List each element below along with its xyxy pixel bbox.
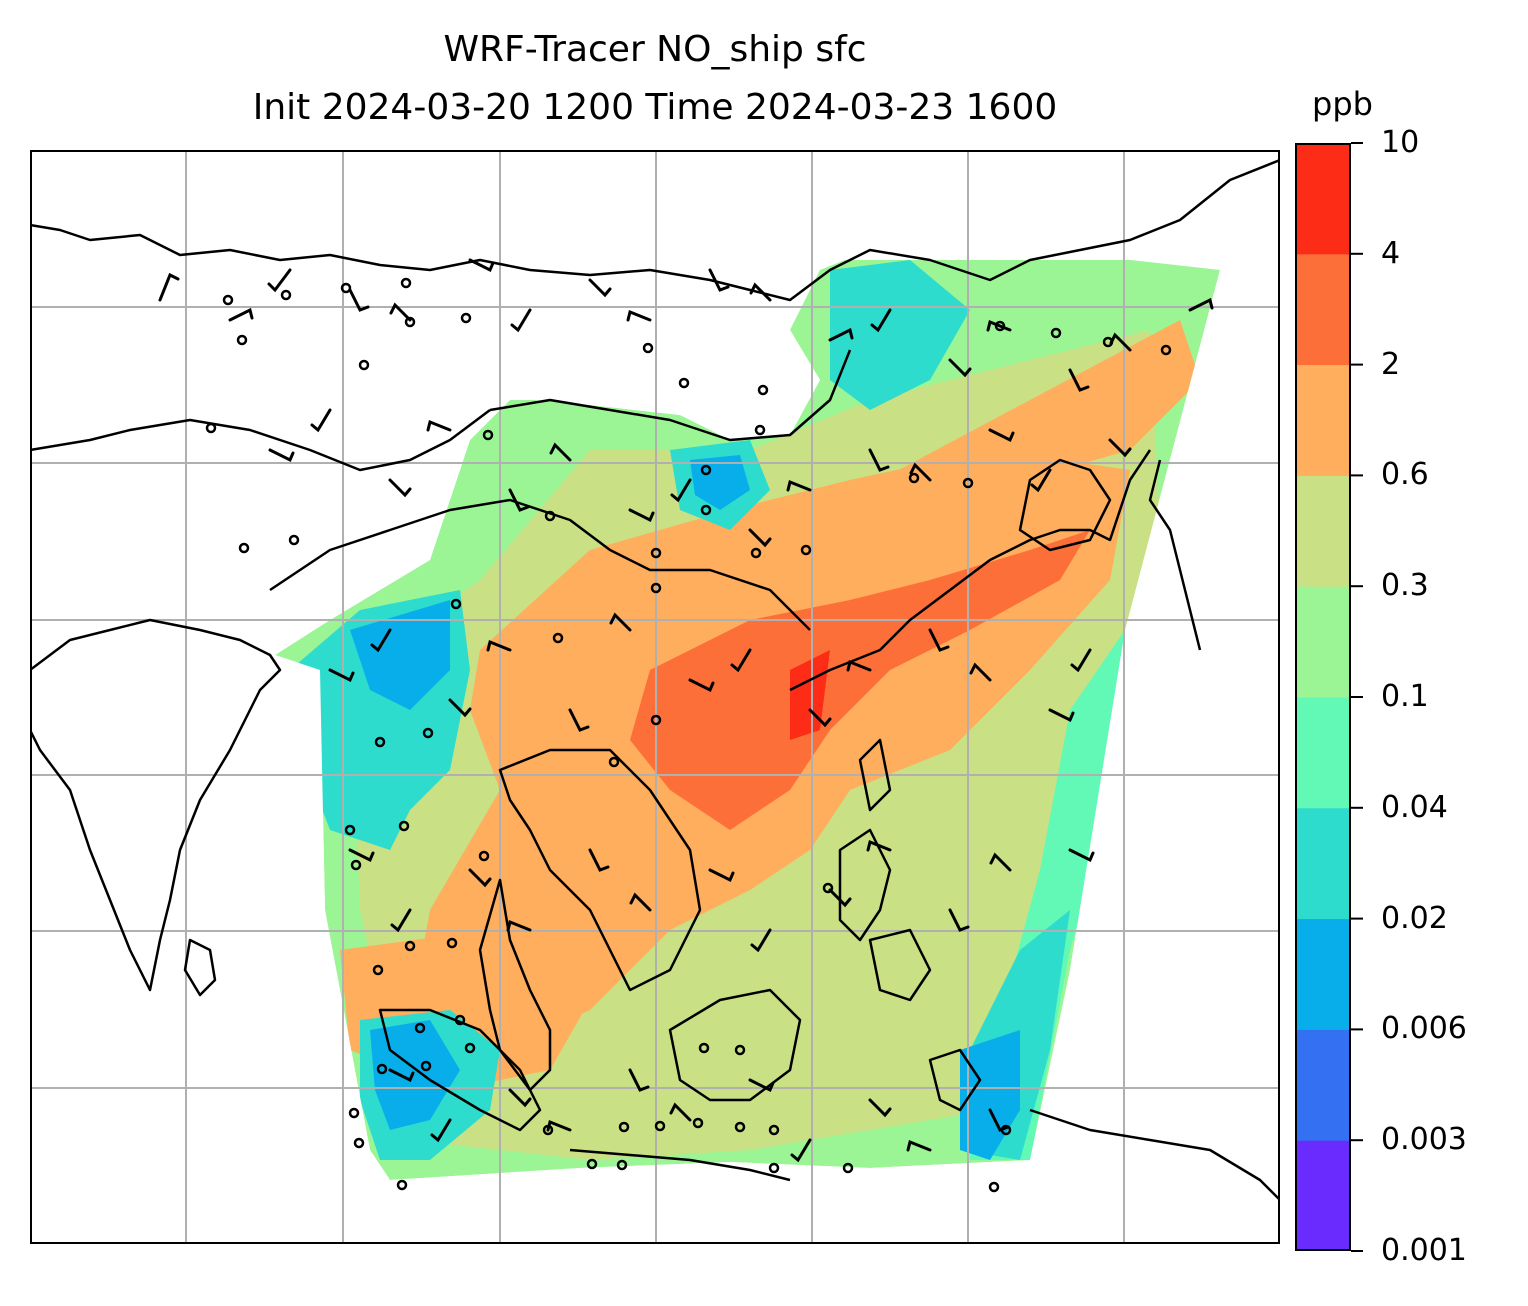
colorbar-segment [1295, 807, 1351, 920]
colorbar-segment [1295, 143, 1351, 255]
map-border [30, 150, 1280, 1244]
colorbar-tick-label: 0.006 [1381, 1011, 1467, 1047]
colorbar-segment [1295, 364, 1351, 476]
colorbar-segment [1295, 586, 1351, 698]
colorbar-segment [1295, 253, 1351, 366]
colorbar-border [1295, 143, 1351, 1251]
colorbar-segment [1295, 1140, 1351, 1251]
colorbar-tick-label: 0.001 [1381, 1233, 1467, 1268]
colorbar [1295, 143, 1351, 1251]
plot-title-line-1: WRF-Tracer NO_ship sfc [443, 29, 867, 70]
colorbar-tick-label: 0.6 [1381, 457, 1429, 493]
colorbar-tick-label: 4 [1381, 235, 1401, 271]
colorbar-tick-label: 0.3 [1381, 568, 1429, 604]
colorbar-segment [1295, 1029, 1351, 1141]
colorbar-tick-label: 0.003 [1381, 1122, 1467, 1158]
colorbar-tick-label: 10 [1381, 125, 1420, 160]
colorbar-tick-label: 0.1 [1381, 679, 1429, 714]
coastlines [30, 158, 1280, 1201]
map-panel [30, 150, 1280, 1244]
colorbar-segment [1295, 475, 1351, 587]
wind-barbs [158, 258, 1214, 1163]
colorbar-ticks [1351, 142, 1363, 1252]
colorbar-tick-label: 2 [1381, 346, 1401, 382]
colorbar-segment [1295, 697, 1351, 809]
colorbar-segment [1295, 918, 1351, 1030]
colorbar-unit-label: ppb [1312, 85, 1373, 123]
calm-wind-markers [205, 277, 1172, 1193]
colorbar-tick-label: 0.04 [1381, 789, 1448, 825]
plot-title-line-2: Init 2024-03-20 1200 Time 2024-03-23 160… [252, 87, 1058, 128]
colorbar-tick-label: 0.02 [1381, 900, 1448, 936]
